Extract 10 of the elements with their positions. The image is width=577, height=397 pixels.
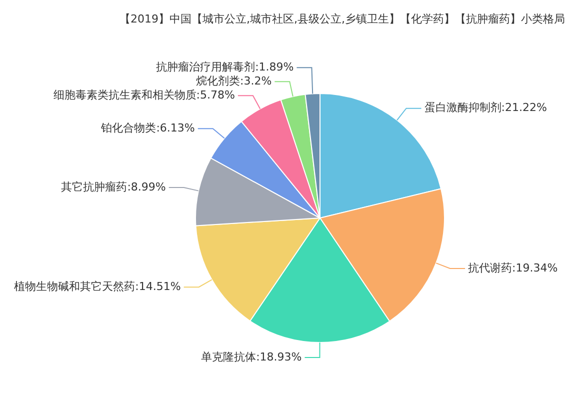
slice-label: 烷化剂类:3.2%: [196, 74, 272, 88]
slice-label: 抗代谢药:19.34%: [468, 261, 558, 274]
slice-label: 其它抗肿瘤药:8.99%: [61, 180, 166, 194]
chart-title: 【2019】中国【城市公立,城市社区,县级公立,乡镇卫生】【化学药】【抗肿瘤药】小类格局: [120, 12, 565, 26]
slice-label: 铂化合物类:6.13%: [100, 122, 195, 135]
slice-label: 单克隆抗体:18.93%: [201, 350, 302, 364]
slice-label: 植物生物碱和其它天然药:14.51%: [14, 280, 181, 293]
slice-label: 蛋白激酶抑制剂:21.22%: [424, 101, 547, 114]
slice-label: 细胞毒素类抗生素和相关物质:5.78%: [53, 88, 235, 102]
slice-label: 抗肿瘤治疗用解毒剂:1.89%: [156, 60, 294, 74]
